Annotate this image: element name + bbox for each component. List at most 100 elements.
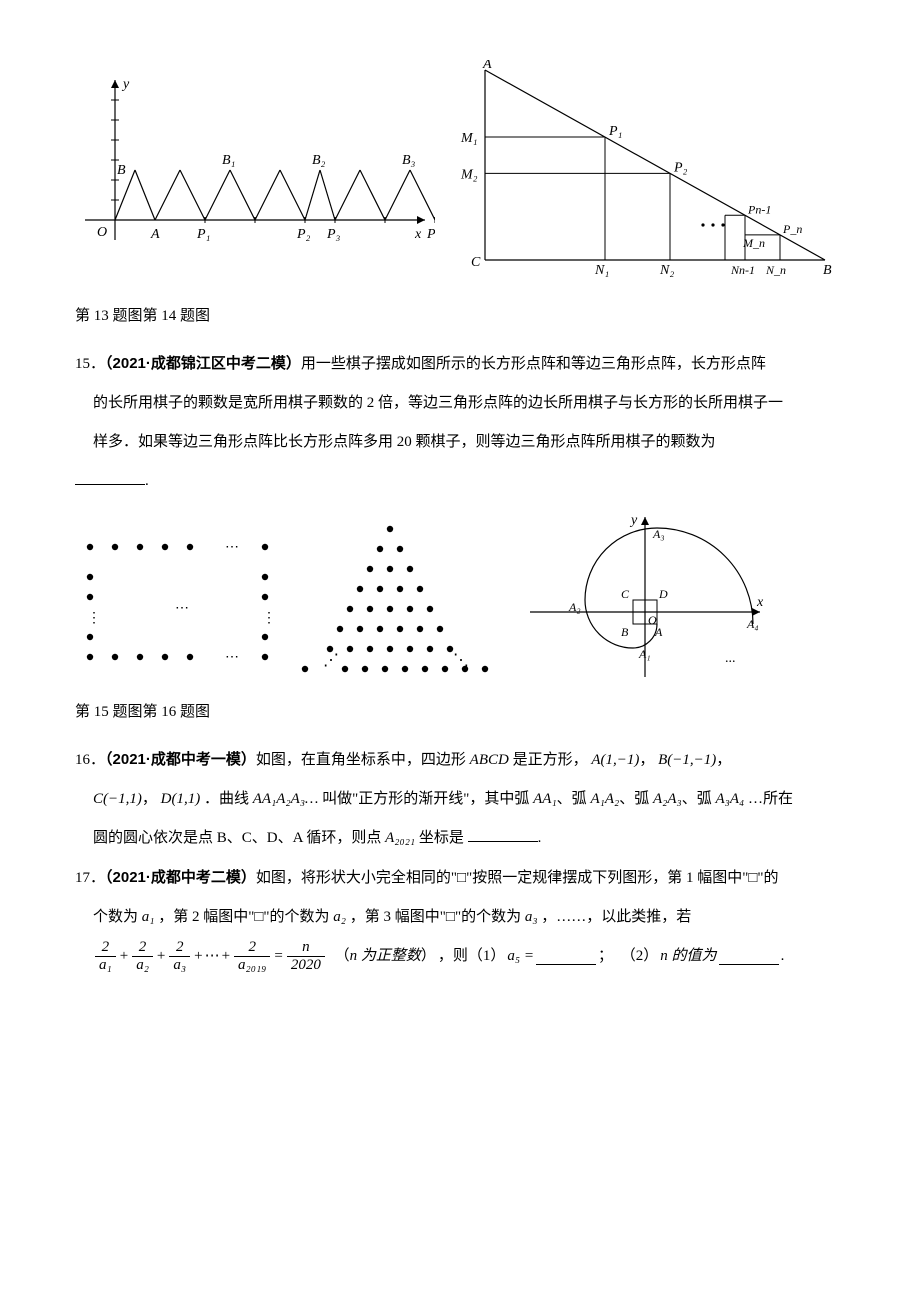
q16-arc2: A₁A₂ — [590, 791, 619, 807]
figures-15-16-row: ⋯⋯⋮⋮⋯ ⋰⋱ xyABCDOA₁A₂A₃A₄... — [75, 512, 845, 682]
svg-text:C: C — [621, 587, 630, 601]
q17-source: （2021·成都中考二模） — [105, 869, 256, 886]
svg-text:B₁: B₁ — [222, 153, 235, 168]
figures-13-14-row: OxyBAP₁B₁P₂B₂P₃B₃P₄ ACBM₁P₁N₁M₂P₂N₂Pn-1N… — [75, 60, 845, 280]
q16-C: C(−1,1) — [93, 791, 142, 807]
q16-num: 16． — [75, 752, 105, 768]
q17-a1: a₁ — [142, 909, 155, 925]
svg-text:y: y — [121, 77, 130, 92]
svg-text:M₁: M₁ — [460, 131, 478, 146]
svg-text:⋮: ⋮ — [87, 611, 101, 626]
svg-text:A: A — [482, 60, 492, 72]
caption-15-16: 第 15 题图第 16 题图 — [75, 696, 845, 729]
q16-arc4: A₃A₄ — [716, 791, 745, 807]
q16-t6: 圆的圆心依次是点 B、C、D、A 循环，则点 — [93, 830, 381, 846]
q17-line1: 17．（2021·成都中考二模）如图，将形状大小完全相同的"□"按照一定规律摆成… — [75, 861, 845, 895]
q16-source: （2021·成都中考一模） — [105, 751, 256, 768]
svg-text:N₂: N₂ — [659, 263, 674, 278]
q16-t1: 如图，在直角坐标系中，四边形 — [256, 752, 466, 768]
svg-text:⋯: ⋯ — [225, 540, 239, 555]
svg-text:⋰: ⋰ — [323, 652, 339, 669]
svg-text:P₂: P₂ — [673, 160, 688, 175]
svg-text:A₃: A₃ — [652, 527, 665, 541]
svg-text:B: B — [117, 163, 126, 178]
q17-t3: ，第 2 幅图中"□"的个数为 — [158, 909, 329, 925]
q17-a5eq: a₅ = — [507, 940, 534, 973]
svg-text:B: B — [823, 263, 832, 278]
svg-text:B₃: B₃ — [402, 153, 416, 168]
q17-then: ，则（1） — [438, 940, 506, 973]
svg-text:N₁: N₁ — [594, 263, 609, 278]
q16-abcd: ABCD — [470, 752, 509, 768]
q15-tail: . — [145, 473, 149, 489]
svg-text:x: x — [414, 227, 422, 242]
svg-text:⋮: ⋮ — [262, 611, 275, 626]
q16-t3: ．曲线 — [204, 791, 249, 807]
svg-text:A: A — [150, 227, 160, 242]
q16-line3: 圆的圆心依次是点 B、C、D、A 循环，则点 A₂₀₂₁ 坐标是 . — [93, 822, 845, 855]
q17-t1: 如图，将形状大小完全相同的"□"按照一定规律摆成下列图形，第 1 幅图中"□"的 — [256, 870, 779, 886]
q17-tail: . — [781, 940, 785, 973]
q16-line2: C(−1,1)， D(1,1) ．曲线 AA₁A₂A₃… 叫做"正方形的渐开线"… — [93, 783, 845, 816]
q16-Ak: A₂₀₂₁ — [385, 830, 415, 846]
q17-num: 17． — [75, 870, 105, 886]
q17-a3: a₃ — [525, 909, 538, 925]
svg-text:P₁: P₁ — [608, 124, 622, 139]
plus-3: + — [194, 940, 202, 973]
q15-text1: 用一些棋子摆成如图所示的长方形点阵和等边三角形点阵，长方形点阵 — [301, 356, 766, 372]
plus-1: + — [120, 940, 128, 973]
svg-text:⋯: ⋯ — [225, 650, 239, 665]
svg-text:...: ... — [725, 651, 736, 666]
q15-line3: 样多．如果等边三角形点阵比长方形点阵多用 20 颗棋子，则等边三角形点阵所用棋子… — [93, 426, 845, 459]
q15-source: （2021·成都锦江区中考二模） — [105, 355, 301, 372]
q17-part2: （2） — [621, 940, 659, 973]
svg-text:O: O — [97, 225, 107, 240]
figure-15b: ⋰⋱ — [285, 517, 495, 677]
svg-text:M₂: M₂ — [460, 167, 478, 182]
svg-text:A₁: A₁ — [638, 647, 651, 661]
plus-2: + — [157, 940, 165, 973]
svg-text:P_n: P_n — [782, 222, 802, 236]
q15-blank-line: . — [75, 465, 845, 498]
figure-13: OxyBAP₁B₁P₂B₂P₃B₃P₄ — [75, 60, 435, 280]
q17-t5: ，……，以此类推，若 — [541, 909, 691, 925]
svg-text:B₂: B₂ — [312, 153, 326, 168]
q16-A: A(1,−1) — [591, 752, 639, 768]
q16-arc3: A₂A₃ — [653, 791, 682, 807]
q17-blank1 — [536, 948, 596, 966]
q16-line1: 16．（2021·成都中考一模）如图，在直角坐标系中，四边形 ABCD 是正方形… — [75, 743, 845, 777]
caption-13-14: 第 13 题图第 14 题图 — [75, 300, 845, 333]
svg-text:O: O — [648, 613, 657, 627]
q17-semi: ； — [598, 940, 613, 973]
q15-line1: 15．（2021·成都锦江区中考二模）用一些棋子摆成如图所示的长方形点阵和等边三… — [75, 347, 845, 381]
q17-a2: a₂ — [333, 909, 346, 925]
svg-text:B: B — [621, 625, 629, 639]
svg-text:P₁: P₁ — [196, 227, 210, 242]
svg-text:P₄: P₄ — [426, 227, 435, 242]
svg-text:x: x — [756, 595, 764, 610]
q16-curve: AA₁A₂A₃… — [253, 791, 319, 807]
q15-blank — [75, 468, 145, 486]
q16-t4: 叫做"正方形的渐开线"，其中弧 — [322, 791, 529, 807]
q16-B: B(−1,−1) — [658, 752, 716, 768]
q17-blank2 — [719, 948, 779, 966]
svg-text:C: C — [471, 255, 481, 270]
q15-line2: 的长所用棋子的颗数是宽所用棋子颗数的 2 倍，等边三角形点阵的边长所用棋子与长方… — [93, 387, 845, 420]
figure-16: xyABCDOA₁A₂A₃A₄... — [525, 512, 765, 682]
svg-text:Nn-1: Nn-1 — [730, 263, 755, 277]
svg-text:y: y — [629, 513, 638, 528]
frac-rhs: n2020 — [287, 940, 325, 973]
q17-nval: n 的值为 — [660, 940, 716, 973]
eq: = — [274, 940, 282, 973]
frac-3: 2a₃ — [169, 940, 190, 973]
svg-text:P₂: P₂ — [296, 227, 311, 242]
frac-2019: 2a₂₀₁₉ — [234, 940, 270, 973]
svg-text:⋯: ⋯ — [175, 601, 189, 616]
q16-t7: 坐标是 — [419, 830, 464, 846]
q16-t2: 是正方形， — [513, 752, 588, 768]
q15-num: 15． — [75, 356, 105, 372]
q17-t2: 个数为 — [93, 909, 138, 925]
frac-2: 2a₂ — [132, 940, 153, 973]
q16-tail: . — [538, 830, 542, 846]
q17-paren-cond: （n 为正整数） — [335, 940, 436, 973]
